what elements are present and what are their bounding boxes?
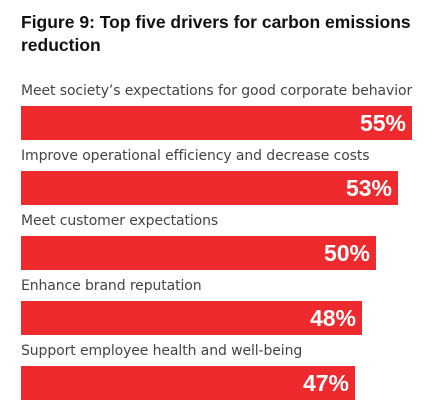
category-label: Enhance brand reputation	[21, 278, 202, 294]
bar: 55%	[21, 106, 412, 140]
bar-value-label: 47%	[302, 370, 349, 396]
bar: 48%	[21, 301, 362, 335]
bar: 50%	[21, 236, 376, 270]
bar: 47%	[21, 366, 355, 400]
category-label: Meet society’s expectations for good cor…	[21, 83, 413, 99]
bar-value-label: 50%	[323, 240, 370, 266]
bar-value-label: 55%	[359, 110, 406, 136]
category-label: Improve operational efficiency and decre…	[21, 148, 370, 164]
bar: 53%	[21, 171, 398, 205]
bar-value-label: 53%	[345, 175, 392, 201]
category-label: Support employee health and well-being	[21, 343, 303, 359]
bar-value-label: 48%	[309, 305, 356, 331]
chart-title: Figure 9: Top five drivers for carbon em…	[21, 12, 411, 55]
category-label: Meet customer expectations	[21, 213, 219, 229]
